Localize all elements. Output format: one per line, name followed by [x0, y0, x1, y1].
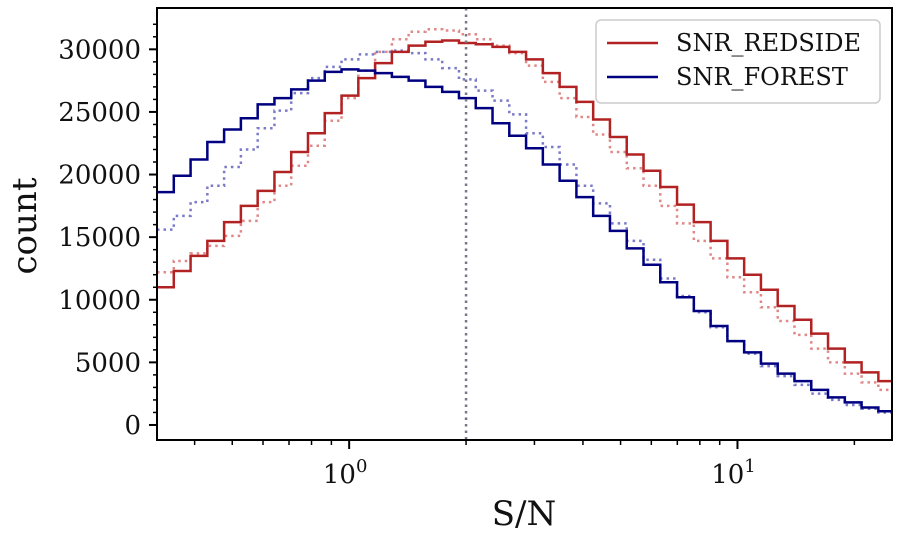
x-tick-label: 100: [323, 456, 368, 490]
series-layer: [157, 28, 892, 414]
y-tick-label: 30000: [58, 35, 141, 65]
y-axis: 0 5000 10000 15000 20000 25000 30000: [58, 23, 157, 441]
legend-box: [595, 19, 881, 104]
series-snr-redside-dotted: [157, 28, 892, 392]
series-snr-forest: [157, 68, 892, 413]
y-tick-label: 25000: [58, 98, 141, 128]
legend-label-redside: SNR_REDSIDE: [676, 29, 861, 57]
y-tick-label: 20000: [58, 161, 141, 191]
series-snr-redside: [157, 39, 892, 383]
plot-area: [156, 7, 893, 441]
legend: SNR_REDSIDE SNR_FOREST: [595, 19, 881, 104]
x-axis: 100 101: [193, 440, 856, 490]
x-axis-title: S/N: [492, 494, 557, 534]
y-tick-label: 10000: [58, 286, 141, 316]
y-axis-title: count: [5, 177, 45, 274]
y-tick-label: 5000: [75, 348, 141, 378]
x-tick-label: 101: [711, 456, 756, 490]
y-tick-label: 15000: [58, 223, 141, 253]
y-tick-label: 0: [124, 411, 141, 441]
legend-label-forest: SNR_FOREST: [676, 63, 848, 91]
